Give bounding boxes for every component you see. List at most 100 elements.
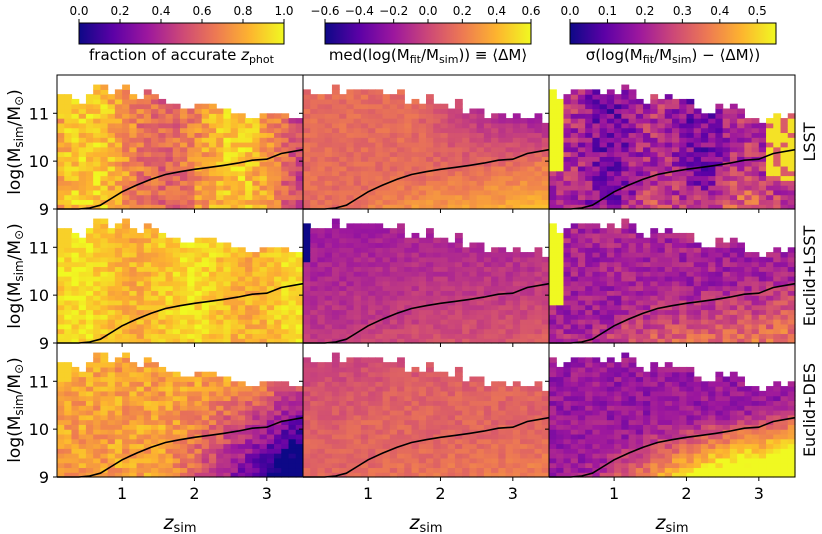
mass-completeness-line [549,282,796,344]
heatmap-cell [628,271,637,277]
heatmap-cell [635,314,644,320]
heatmap-cell [563,146,572,153]
heatmap-cell [324,237,333,244]
heatmap-cell [476,113,485,119]
heatmap-cell [657,314,666,320]
heatmap-cell [266,266,275,272]
heatmap-cell [411,142,420,148]
heatmap-cell [237,247,246,253]
heatmap-cell [512,127,521,134]
heatmap-cell [715,266,724,272]
heatmap-cell [310,137,319,143]
heatmap-cell [512,295,521,301]
heatmap-cell [303,175,311,181]
heatmap-cell [71,462,80,469]
heatmap-cell [114,443,123,449]
heatmap-cell [114,223,123,229]
heatmap-cell [397,256,405,263]
heatmap-cell [708,122,717,129]
heatmap-cell [245,285,253,291]
heatmap-cell [259,323,268,330]
heatmap-cell [404,276,413,282]
heatmap-cell [715,299,724,306]
heatmap-cell [151,151,159,157]
heatmap-cell [650,137,659,143]
heatmap-cell [281,295,290,301]
heatmap-cell [476,247,485,253]
heatmap-cell [577,304,586,311]
heatmap-cell [57,161,65,167]
heatmap-cell [404,175,413,181]
heatmap-cell [223,276,232,282]
heatmap-cell [252,132,261,138]
heatmap-cell [71,204,80,210]
heatmap-cell [201,266,210,272]
heatmap-cell [208,280,217,287]
heatmap-cell [310,122,319,129]
heatmap-cell [447,261,456,268]
heatmap-cell [693,319,702,325]
heatmap-cell [317,94,326,100]
heatmap-cell [201,199,210,205]
heatmap-cell [447,113,456,119]
heatmap-cell [136,443,145,449]
heatmap-cell [317,137,326,143]
heatmap-cell [483,189,492,196]
heatmap-cell [114,94,123,100]
heatmap-cell [556,237,565,244]
heatmap-cell [331,304,340,311]
heatmap-cell [440,161,449,167]
heatmap-cell [628,256,637,263]
heatmap-cell [324,161,333,167]
heatmap-cell [57,299,65,306]
heatmap-cell [664,314,673,320]
heatmap-cell [288,290,297,296]
heatmap-cell [715,290,724,296]
heatmap-cell [324,94,333,100]
heatmap-cell [223,280,232,287]
heatmap-cell [650,189,659,196]
heatmap-cell [433,151,442,157]
heatmap-cell [693,295,702,301]
heatmap-cell [708,256,717,263]
heatmap-cell [93,280,102,287]
heatmap-cell [122,218,130,224]
heatmap-cell [708,333,717,339]
heatmap-cell [353,170,362,177]
heatmap-cell [216,338,225,344]
heatmap-cell [78,118,87,124]
heatmap-cell [237,271,246,277]
heatmap-cell [71,386,80,392]
heatmap-cell [172,137,181,143]
heatmap-cell [245,185,253,191]
heatmap-cell [100,371,109,378]
heatmap-cell [339,323,348,330]
heatmap-cell [527,118,536,124]
heatmap-cell [151,170,159,177]
heatmap-cell [541,338,550,344]
heatmap-cell [527,189,536,196]
heatmap-cell [773,194,782,201]
heatmap-cell [71,103,80,110]
heatmap-cell [64,146,73,153]
heatmap-cell [324,98,333,105]
heatmap-cell [78,180,87,186]
heatmap-cell [404,122,413,129]
heatmap-cell [592,223,601,229]
heatmap-cell [505,271,514,277]
heatmap-cell [773,161,782,167]
heatmap-cell [78,165,87,172]
heatmap-cell [614,338,622,344]
heatmap-cell [592,132,601,138]
heatmap-cell [259,309,268,315]
heatmap-cell [85,433,94,440]
heatmap-cell [194,132,203,138]
heatmap-cell [114,357,123,363]
heatmap-cell [672,161,680,167]
heatmap-cell [172,285,181,291]
heatmap-cell [310,314,319,320]
heatmap-cell [512,122,521,129]
heatmap-cell [389,151,398,157]
heatmap-cell [462,261,471,268]
heatmap-cell [491,271,499,277]
